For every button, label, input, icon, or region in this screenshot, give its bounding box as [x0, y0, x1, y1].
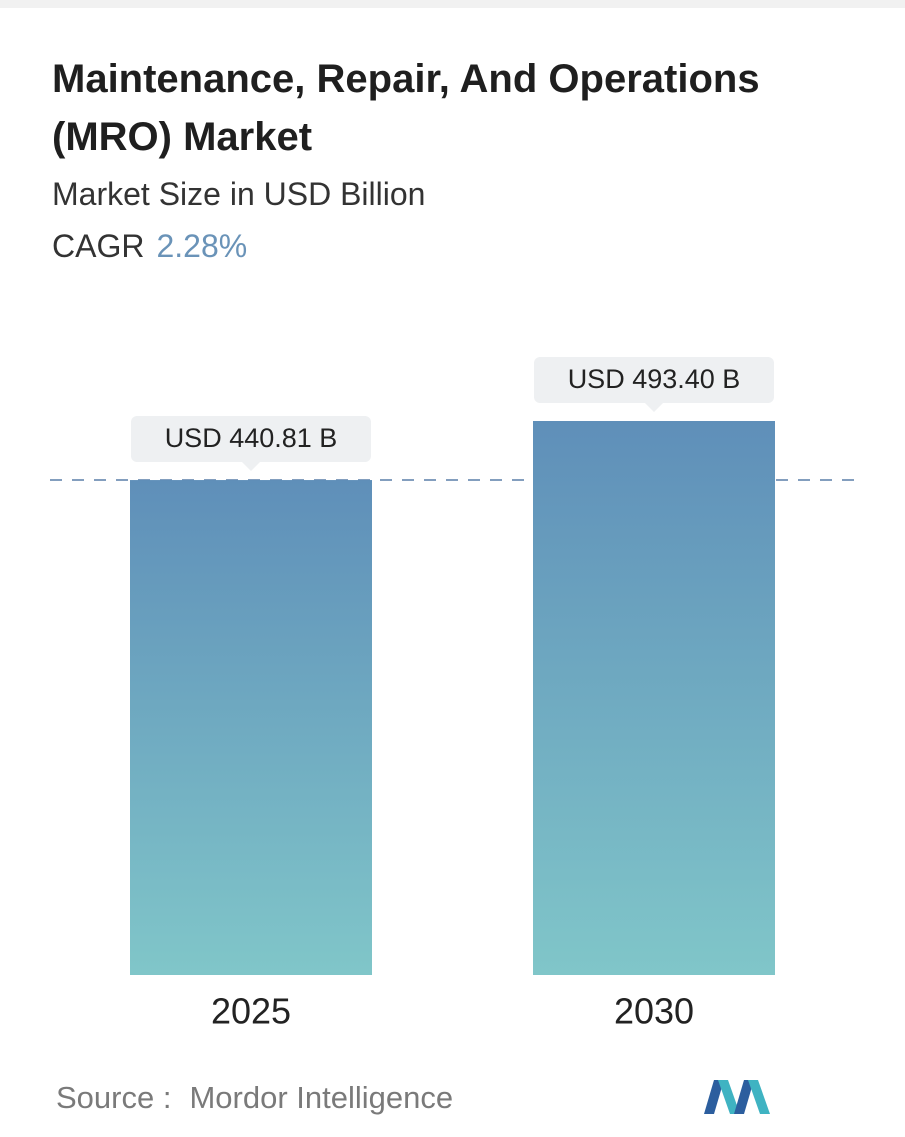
value-label: USD 440.81 B [165, 423, 338, 453]
value-label-box [534, 357, 774, 403]
logo-shape [718, 1080, 740, 1114]
value-label-pointer [242, 462, 260, 472]
chart-title: Maintenance, Repair, And Operations (MRO… [52, 57, 760, 159]
logo-shape [704, 1080, 724, 1114]
logo-shape [734, 1080, 754, 1114]
x-tick-label: 2025 [211, 991, 291, 1032]
source-label: Source : [56, 1080, 172, 1115]
logo [704, 1080, 770, 1114]
cagr-label: CAGR [52, 228, 145, 264]
bar [533, 421, 775, 975]
source: Source : Mordor Intelligence [56, 1080, 453, 1116]
value-label: USD 493.40 B [568, 364, 741, 394]
source-name: Mordor Intelligence [189, 1080, 454, 1115]
logo-shape [748, 1080, 770, 1114]
top-bar [0, 0, 905, 8]
cagr-value: 2.28% [156, 228, 248, 264]
chart: USD 440.81 B 2025 USD 493.40 B 2030 [50, 357, 862, 1032]
bar [130, 480, 372, 975]
value-label-box [131, 416, 371, 463]
value-label-pointer [645, 403, 663, 412]
x-tick-label: 2030 [614, 991, 694, 1032]
cagr: CAGR 2.28% [52, 228, 247, 265]
chart-subtitle: Market Size in USD Billion [52, 176, 426, 212]
